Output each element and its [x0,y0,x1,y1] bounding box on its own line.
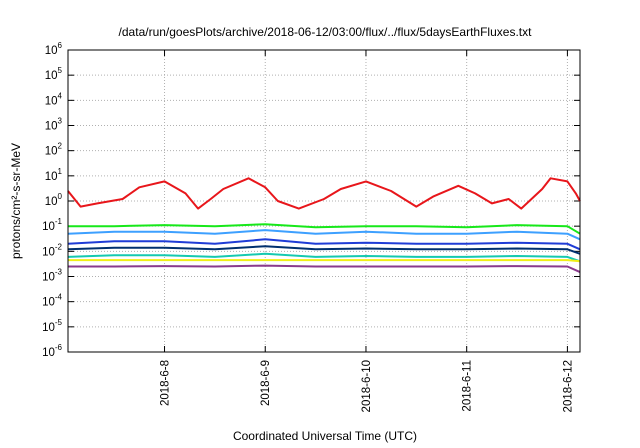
y-tick-label: 10-5 [42,318,62,334]
series-group [67,177,581,274]
x-tick-label: 2018-6-10 [361,360,373,412]
y-axis-label: protons/cm²-s-sr-MeV [9,143,23,259]
series-line-2 [68,223,581,235]
y-tick-label: 102 [45,142,63,158]
y-tick-label: 100 [45,192,63,208]
y-tick-label: 105 [45,66,63,82]
y-tick-label: 10-1 [42,217,62,233]
y-tick-label: 10-3 [42,268,62,284]
series-line-6 [67,252,581,263]
x-tick-label: 2018-6-11 [462,360,474,412]
series-line-1 [67,177,581,210]
y-tick-label: 101 [45,167,63,183]
x-tick-label: 2018-6-8 [160,360,172,406]
y-tick-label: 10-4 [42,293,62,309]
series-line-3 [67,229,581,241]
y-tick-label: 10-2 [42,242,62,258]
y-tick-label: 104 [45,91,63,107]
x-tick-labels: 2018-6-8 2018-6-9 2018-6-10 2018-6-11 2018-6… [160,360,575,412]
series-line-5 [67,245,581,255]
x-tick-label: 2018-6-9 [260,360,272,406]
series-line-8 [68,264,581,274]
series-line-7 [68,259,581,263]
y-tick-label: 10-6 [42,343,62,359]
y-tick-label: 106 [45,41,63,57]
y-tick-labels: 106 105 104 103 102 101 100 10-1 10-2 10-3 10-4 10-… [42,41,62,359]
chart-title: /data/run/goesPlots/archive/2018-06-12/0… [119,25,533,39]
x-axis-label: Coordinated Universal Time (UTC) [233,429,417,443]
plot-frame [67,49,581,353]
x-tick-label: 2018-6-12 [562,360,574,412]
series-line-4 [67,238,581,251]
y-tick-label: 103 [45,117,63,133]
